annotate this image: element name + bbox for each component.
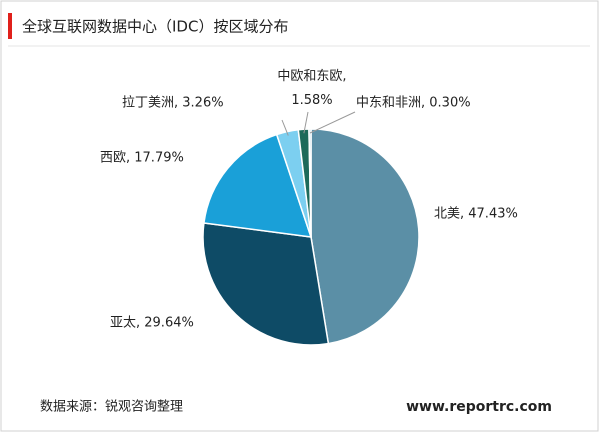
data-label: 中东和非洲, 0.30%: [356, 96, 471, 111]
website: www.reportrc.com: [406, 399, 552, 415]
title-marker: [8, 13, 12, 39]
data-label: 中欧和东欧, 1.58%: [277, 69, 346, 108]
data-label: 西欧, 17.79%: [100, 151, 184, 166]
leader-line: [303, 111, 309, 134]
pie-slice: [310, 128, 420, 345]
leader-line: [281, 119, 289, 136]
source-note: 数据来源：锐观咨询整理: [40, 400, 183, 415]
leader-line: [309, 111, 356, 134]
pie-slice: [308, 128, 312, 238]
data-label: 亚太, 29.64%: [110, 316, 194, 331]
label-line: 1.58%: [291, 93, 332, 108]
data-label: 北美, 47.43%: [434, 207, 518, 222]
data-label: 拉丁美洲, 3.26%: [122, 96, 224, 111]
chart-title: 全球互联网数据中心（IDC）按区域分布: [22, 18, 288, 36]
pie-slice: [203, 133, 313, 238]
pie-slice: [202, 222, 330, 346]
label-line: 中欧和东欧,: [277, 69, 346, 84]
